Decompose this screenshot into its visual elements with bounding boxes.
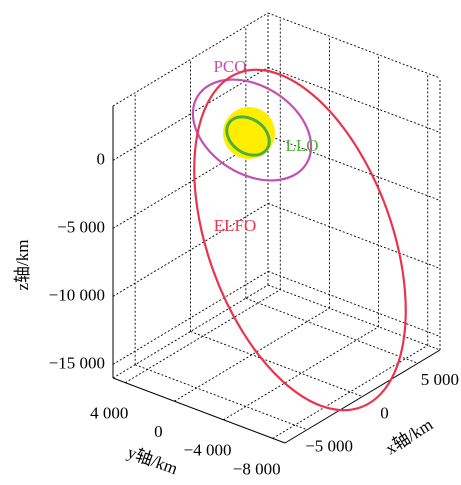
z-tick-label: 0 xyxy=(97,149,106,168)
grid-line xyxy=(135,365,307,430)
box-edge xyxy=(268,13,440,78)
z-tick-label: −5 000 xyxy=(57,217,105,236)
y-tick-label: 4 000 xyxy=(90,404,128,423)
y-tick-label: −4 000 xyxy=(184,441,232,460)
chart: PCOLLOELFO z轴/km y轴/km x轴/km −15 000−10 … xyxy=(0,0,461,485)
y-tick-label: −8 000 xyxy=(233,459,281,478)
orbit-label: LLO xyxy=(285,136,318,155)
axis-line xyxy=(113,378,285,443)
y-tick-label: 0 xyxy=(154,422,163,441)
grid-line xyxy=(268,203,440,268)
z-tick-label: −15 000 xyxy=(49,353,105,372)
orbit-label: ELFO xyxy=(214,216,257,235)
grid-line xyxy=(246,298,418,363)
x-axis-label: x轴/km xyxy=(382,415,436,459)
y-axis-label: y轴/km xyxy=(125,443,180,479)
orbit xyxy=(153,41,448,438)
box-edge xyxy=(268,285,440,350)
x-tick-label: 5 000 xyxy=(421,370,459,389)
grid-line xyxy=(268,67,440,132)
x-tick-label: 0 xyxy=(380,403,389,422)
grid-line xyxy=(268,271,440,336)
z-axis-label: z轴/km xyxy=(13,240,32,291)
grid-line xyxy=(191,332,363,397)
x-tick-label: −5 000 xyxy=(305,437,353,456)
z-tick-label: −10 000 xyxy=(49,285,105,304)
grid-line xyxy=(224,327,379,420)
